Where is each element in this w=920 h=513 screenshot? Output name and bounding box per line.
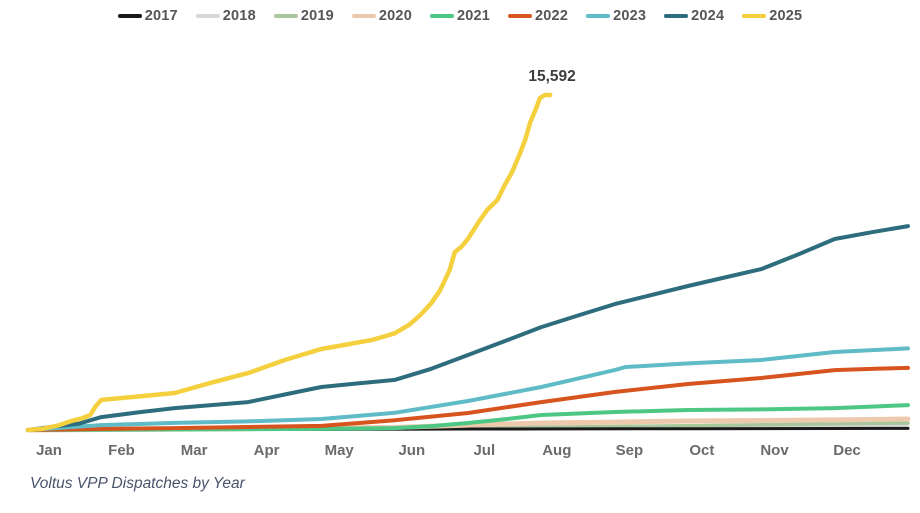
legend-swatch-icon bbox=[429, 14, 454, 18]
legend-item-2020: 2020 bbox=[351, 8, 412, 24]
legend-item-2022: 2022 bbox=[508, 8, 568, 24]
legend-swatch-icon bbox=[508, 14, 533, 18]
legend-swatch-icon bbox=[664, 14, 689, 18]
legend-swatch-icon bbox=[195, 14, 220, 18]
legend-year-label: 2018 bbox=[222, 8, 256, 24]
legend-item-2017: 2017 bbox=[117, 8, 178, 24]
legend-item-2025: 2025 bbox=[742, 8, 802, 24]
legend-year-label: 2017 bbox=[144, 8, 178, 24]
peak-value-label: 15,592 bbox=[528, 68, 575, 85]
chart-caption: Voltus VPP Dispatches by Year bbox=[30, 475, 245, 492]
legend-swatch-icon bbox=[117, 14, 142, 18]
x-axis-label-oct: Oct bbox=[689, 442, 714, 459]
x-axis-label-mar: Mar bbox=[181, 442, 208, 459]
series-line-2021 bbox=[26, 403, 910, 432]
legend-swatch-icon bbox=[742, 14, 767, 18]
x-axis-label-jun: Jun bbox=[398, 442, 425, 459]
series-line-2023 bbox=[26, 346, 910, 432]
x-axis-label-jul: Jul bbox=[473, 442, 495, 459]
legend-year-label: 2024 bbox=[691, 8, 725, 24]
legend-year-label: 2021 bbox=[456, 8, 491, 24]
x-axis-label-sep: Sep bbox=[616, 442, 644, 459]
legend-year-label: 2025 bbox=[769, 8, 803, 24]
series-line-2024 bbox=[26, 224, 910, 432]
legend-year-label: 2019 bbox=[300, 8, 334, 24]
x-axis-label-aug: Aug bbox=[542, 442, 571, 459]
chart-legend: 2017 2018 2019 2020 2021 2022 2023 2024 2025 bbox=[0, 8, 920, 24]
legend-item-2023: 2023 bbox=[586, 8, 646, 24]
legend-item-2019: 2019 bbox=[273, 8, 334, 24]
series-lines bbox=[25, 92, 911, 433]
series-line-2025 bbox=[25, 92, 553, 433]
series-line-2022 bbox=[26, 365, 910, 432]
legend-year-label: 2022 bbox=[535, 8, 569, 24]
x-axis-labels: Jan Feb Mar Apr May Jun Jul Aug Sep Oct Nov Dec bbox=[36, 442, 861, 459]
legend-swatch-icon bbox=[586, 14, 611, 18]
x-axis-label-apr: Apr bbox=[254, 442, 280, 459]
legend-swatch-icon bbox=[351, 14, 376, 18]
legend-year-label: 2020 bbox=[378, 8, 412, 24]
legend-year-label: 2023 bbox=[613, 8, 647, 24]
x-axis-label-nov: Nov bbox=[760, 442, 789, 459]
legend-item-2021: 2021 bbox=[429, 8, 491, 24]
x-axis-label-jan: Jan bbox=[36, 442, 62, 459]
legend-swatch-icon bbox=[273, 14, 298, 18]
legend-item-2018: 2018 bbox=[195, 8, 256, 24]
x-axis-label-feb: Feb bbox=[108, 442, 135, 459]
legend-item-2024: 2024 bbox=[664, 8, 724, 24]
x-axis-label-may: May bbox=[325, 442, 355, 459]
x-axis-label-dec: Dec bbox=[833, 442, 861, 459]
